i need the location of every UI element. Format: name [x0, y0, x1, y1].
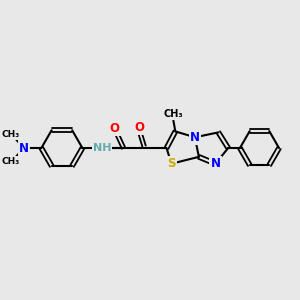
- Text: CH₃: CH₃: [2, 157, 20, 166]
- Text: CH₃: CH₃: [2, 130, 20, 139]
- Text: N: N: [190, 131, 200, 144]
- Text: O: O: [110, 122, 120, 135]
- Text: N: N: [211, 157, 220, 170]
- Text: CH₃: CH₃: [164, 109, 183, 119]
- Text: O: O: [134, 121, 144, 134]
- Text: NH: NH: [93, 143, 111, 153]
- Text: S: S: [167, 157, 176, 170]
- Text: N: N: [19, 142, 29, 154]
